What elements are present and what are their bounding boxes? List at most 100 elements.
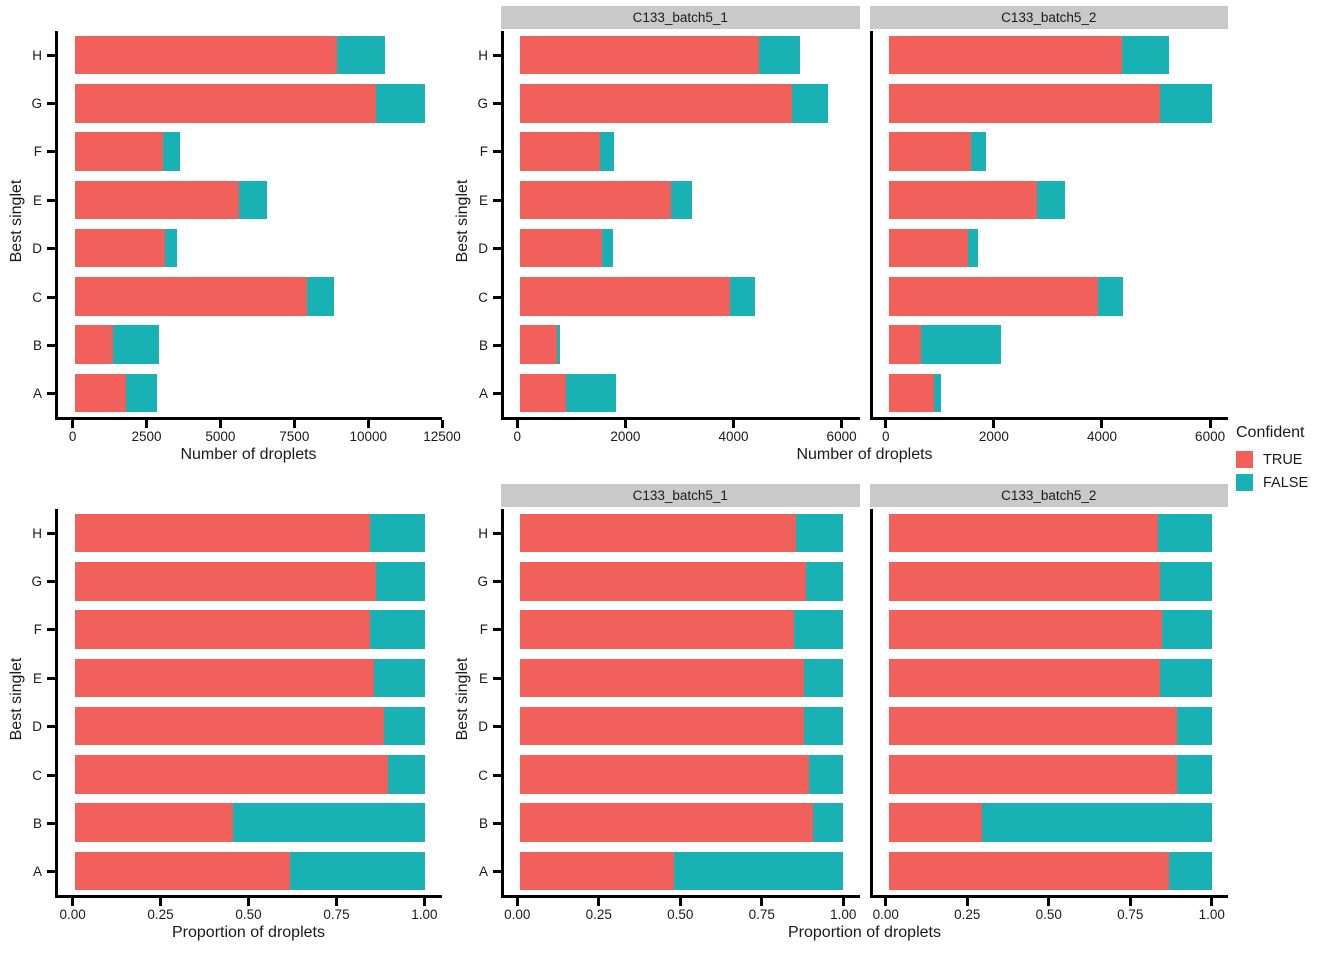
- bar-segment-true-A: [888, 851, 1169, 891]
- y-tick: [47, 580, 55, 584]
- bar-segment-false-B: [813, 803, 844, 842]
- panel-counts-batch2: [869, 31, 1228, 420]
- y-tick: [493, 531, 501, 535]
- bar-segment-false-G: [376, 84, 425, 123]
- panel-proportions-batch2: [869, 509, 1228, 898]
- x-tick-label: 6000: [1195, 429, 1226, 444]
- x-tick-label: 0: [882, 429, 890, 444]
- x-axis-proportions-all: 0.00 0.25 0.50 0.75 1.00: [55, 898, 442, 922]
- y-tick-label-A: A: [476, 370, 501, 418]
- facet-strip: C133_batch5_1: [501, 484, 860, 507]
- bar-segment-true-A: [520, 373, 566, 413]
- bar-segment-true-C: [520, 755, 809, 794]
- bar-segment-false-H: [795, 513, 844, 553]
- x-tick: [731, 420, 735, 428]
- bar-segment-true-G: [888, 84, 1160, 123]
- y-tick-label-H: H: [30, 509, 55, 557]
- bar-segment-true-F: [888, 610, 1163, 649]
- x-tick-label: 0: [68, 429, 77, 444]
- y-tick-label-E: E: [30, 654, 55, 702]
- facet-body: C133_batch5_1 0.00 0.25 0.50 0.75 1.00 C133_…: [501, 484, 1228, 950]
- panel-counts-all: [55, 31, 442, 420]
- y-tick: [493, 725, 501, 729]
- bar-segment-true-B: [75, 325, 114, 364]
- x-tick: [515, 898, 519, 906]
- facet-strip-label: C133_batch5_1: [632, 10, 728, 25]
- bar-segment-true-H: [888, 35, 1123, 75]
- y-category-label: E: [32, 192, 42, 208]
- y-tick-label-B: B: [30, 799, 55, 847]
- bar-segment-true-D: [520, 228, 602, 268]
- x-tick-label: 2000: [978, 429, 1009, 444]
- y-tick-label-A: A: [476, 848, 501, 896]
- bar-segment-false-D: [804, 706, 844, 746]
- y-category-label: F: [33, 622, 42, 638]
- y-tick-label-G: G: [30, 557, 55, 605]
- x-tick: [884, 898, 888, 906]
- x-tick: [1047, 898, 1051, 906]
- bar-segment-false-E: [239, 180, 267, 220]
- bar-segment-false-H: [336, 35, 385, 75]
- y-tick-label-E: E: [30, 176, 55, 224]
- bar-segment-true-C: [888, 755, 1178, 794]
- y-category-label: B: [32, 815, 42, 831]
- bar-segment-false-E: [671, 180, 693, 220]
- x-tick-label: 0.75: [748, 907, 775, 922]
- bar-segment-true-B: [520, 325, 557, 364]
- y-tick: [493, 821, 501, 825]
- bar-segment-false-G: [805, 562, 844, 601]
- y-axis-title-column: Best singlet: [4, 6, 30, 472]
- panel-area-proportions-all: 0.00 0.25 0.50 0.75 1.00 Proportion of dropl…: [55, 484, 442, 950]
- y-tick-label-B: B: [476, 321, 501, 369]
- y-tick-label-C: C: [476, 273, 501, 321]
- y-tick: [493, 773, 501, 777]
- x-axis-title: Number of droplets: [796, 446, 933, 463]
- y-tick: [493, 53, 501, 57]
- y-tick-label-C: C: [476, 751, 501, 799]
- bar-segment-false-F: [600, 132, 615, 171]
- bar-segment-false-F: [971, 132, 987, 171]
- facet-strip: C133_batch5_1: [501, 6, 860, 29]
- bar-segment-false-B: [982, 803, 1212, 842]
- bar-segment-false-G: [1159, 562, 1212, 601]
- facet-strip-label: C133_batch5_2: [1001, 10, 1097, 25]
- bar-segment-true-F: [888, 132, 972, 171]
- panel-proportions-batch1: [501, 509, 860, 898]
- x-tick-label: 2000: [610, 429, 641, 444]
- y-axis-title-column: Best singlet: [4, 484, 30, 950]
- x-tick-label: 0: [513, 429, 522, 444]
- y-tick: [493, 198, 501, 202]
- bar-segment-false-C: [808, 755, 844, 794]
- x-tick-label: 1.00: [411, 907, 438, 922]
- facet-panels: C133_batch5_1 0.00 0.25 0.50 0.75 1.00 C133_…: [501, 484, 1228, 922]
- bar-segment-true-F: [75, 132, 164, 171]
- bar-segment-true-C: [888, 277, 1098, 316]
- bar-segment-true-G: [888, 562, 1160, 601]
- x-tick: [597, 898, 601, 906]
- y-category-label: A: [32, 386, 42, 402]
- y-tick-label-E: E: [476, 176, 501, 224]
- y-tick: [47, 343, 55, 347]
- bar-segment-true-D: [75, 706, 385, 746]
- x-tick-label: 0.25: [147, 907, 174, 922]
- y-tick: [47, 531, 55, 535]
- x-tick-label: 0.50: [667, 907, 694, 922]
- bar-segment-true-D: [888, 228, 968, 268]
- x-axis-counts-all: 0 2500 5000 7500 10000 12500: [55, 420, 461, 444]
- bar-segment-true-E: [520, 658, 805, 698]
- legend-label-true: TRUE: [1263, 451, 1303, 468]
- panel-area-counts-batch1: C133_batch5_1 0 2000 4000 6000: [501, 6, 860, 444]
- x-tick: [992, 420, 996, 428]
- y-tick-label-A: A: [30, 370, 55, 418]
- bar-segment-false-B: [921, 325, 1002, 364]
- facet-strip-label: C133_batch5_1: [632, 488, 728, 503]
- bar-segment-true-H: [888, 513, 1159, 553]
- y-category-label: F: [33, 144, 42, 160]
- bar-segment-true-E: [520, 180, 672, 220]
- y-tick-label-H: H: [476, 31, 501, 79]
- y-tick-label-F: F: [30, 128, 55, 176]
- legend-swatch-true: [1236, 451, 1253, 468]
- bar-segment-true-E: [75, 180, 240, 220]
- bar-segment-true-C: [520, 277, 730, 316]
- y-tick-label-H: H: [30, 31, 55, 79]
